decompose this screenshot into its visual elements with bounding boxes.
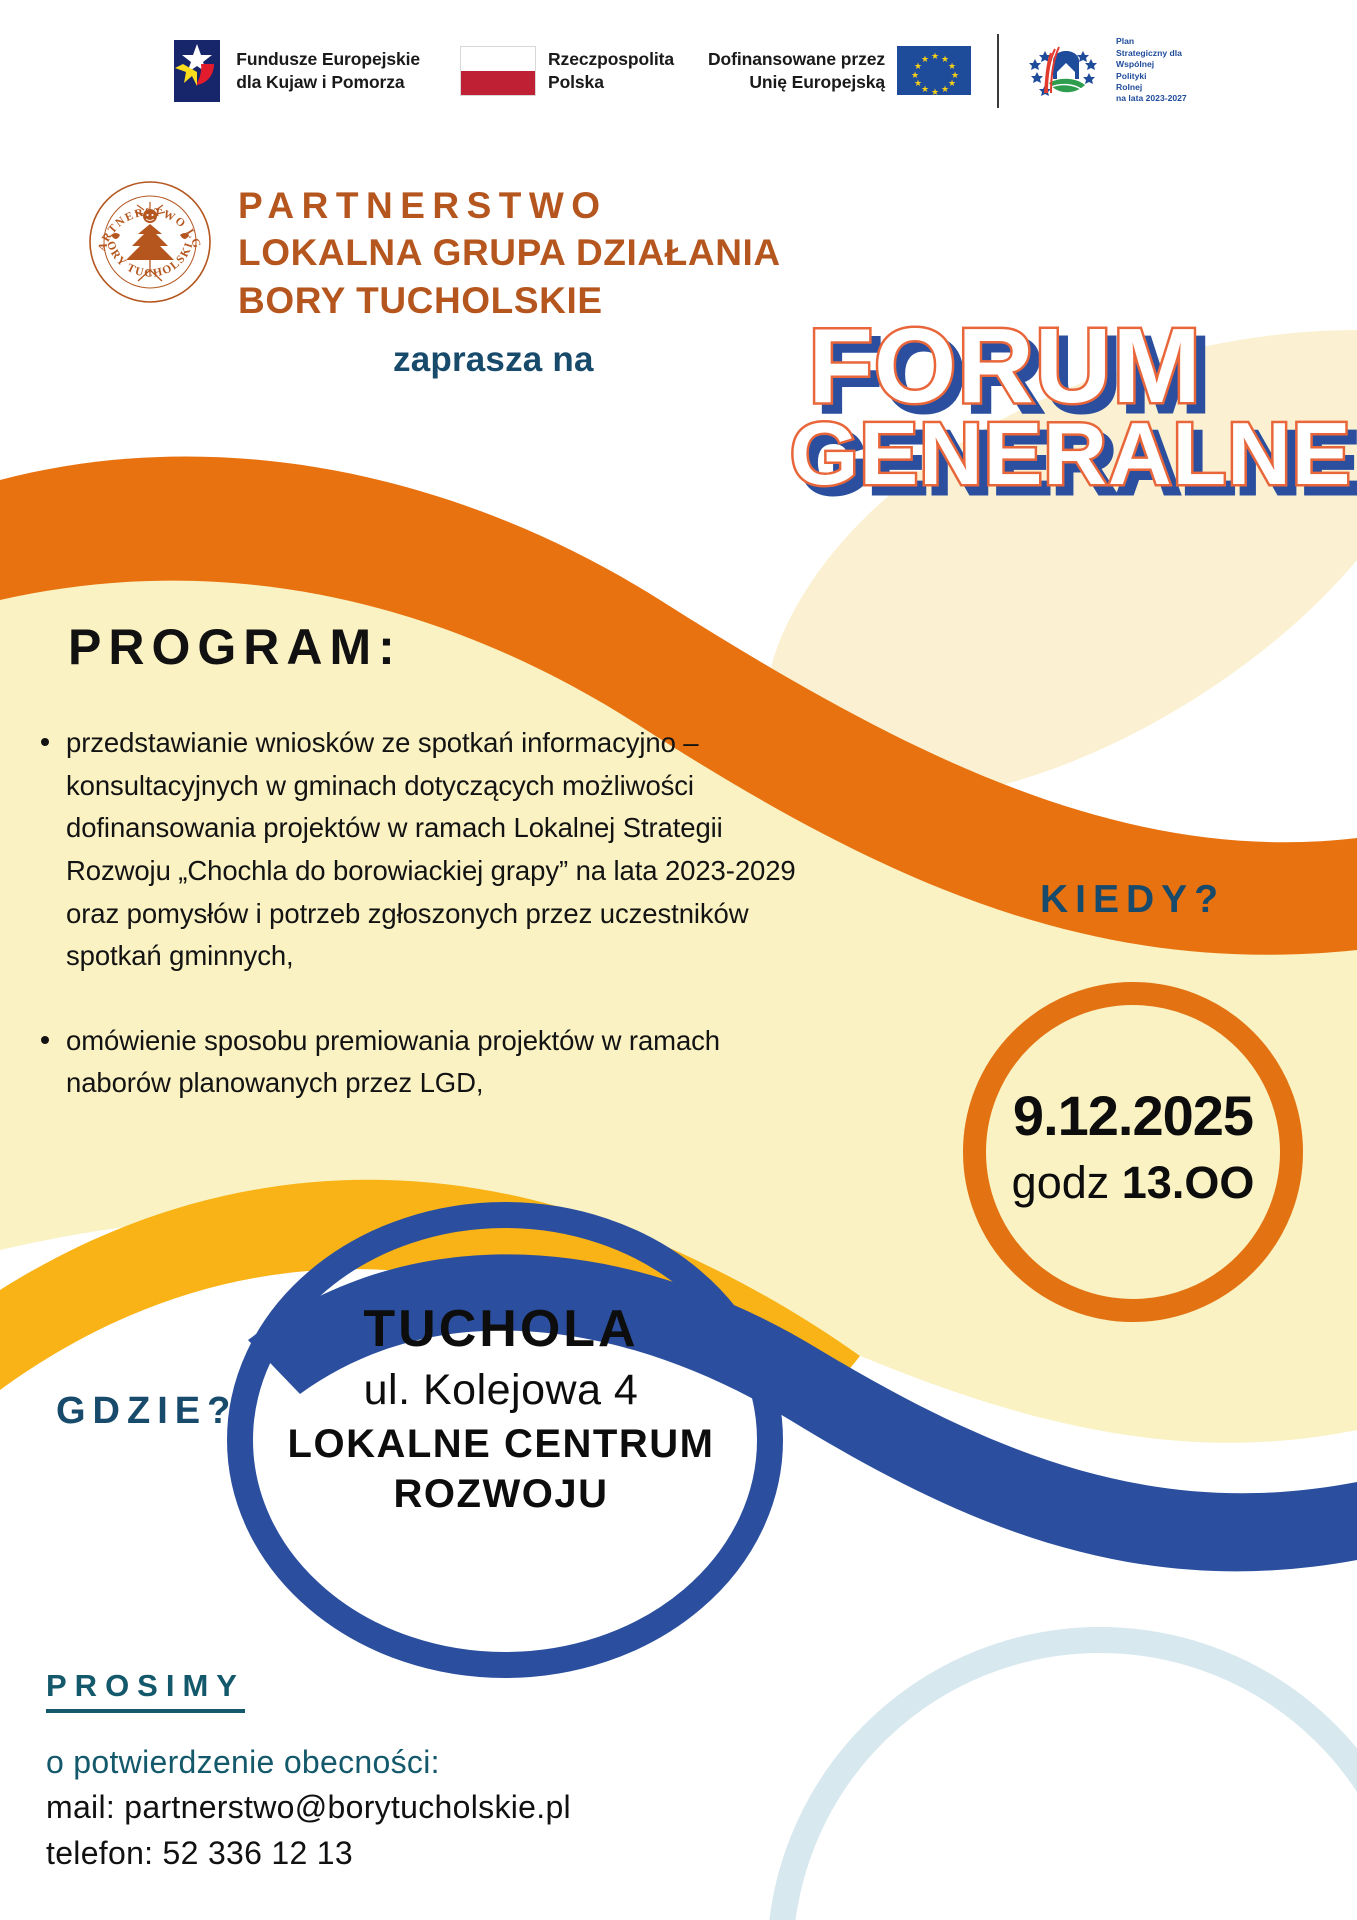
contact-request: o potwierdzenie obecności: xyxy=(46,1744,440,1780)
contact-heading: PROSIMY xyxy=(46,1668,245,1713)
logo-label-plan-strategiczny: Plan Strategiczny dla Wspólnej Polityki … xyxy=(1116,36,1187,104)
event-date: 9.12.2025 xyxy=(1012,1084,1254,1147)
cream-blob-top-right xyxy=(766,330,1357,802)
event-time-prefix: godz xyxy=(1011,1157,1122,1208)
poland-flag-icon xyxy=(460,45,536,96)
venue-place: LOKALNE CENTRUM ROZWOJU xyxy=(287,1422,715,1517)
logo-rzeczpospolita-polska: Rzeczpospolita Polska xyxy=(460,45,674,96)
org-line-bory-tucholskie: BORY TUCHOLSKIE xyxy=(238,279,603,321)
blue-oval-ring xyxy=(227,1202,783,1678)
contact-phone[interactable]: telefon: 52 336 12 13 xyxy=(46,1834,354,1871)
venue-street: ul. Kolejowa 4 xyxy=(363,1365,639,1414)
program-heading: PROGRAM: xyxy=(68,619,402,675)
program-list-item: przedstawianie wniosków ze spotkań infor… xyxy=(36,722,826,978)
where-label: GDZIE? xyxy=(56,1390,238,1432)
event-title-logo: FORUM GENERALNE xyxy=(788,307,1354,503)
funding-logos-strip: Fundusze Europejskie dla Kujaw i Pomorza… xyxy=(0,18,1357,123)
org-line-partnerstwo: PARTNERSTWO xyxy=(238,185,608,226)
plan-strategiczny-icon xyxy=(1029,46,1097,96)
program-list: przedstawianie wniosków ze spotkań infor… xyxy=(36,722,826,1105)
when-details: 9.12.2025 godz 13.OO xyxy=(963,1084,1303,1206)
program-list-item: omówienie sposobu premiowania projektów … xyxy=(36,1020,826,1105)
event-title-line-1: FORUM xyxy=(806,307,1204,425)
program-item-text: omówienie sposobu premiowania projektów … xyxy=(66,1024,720,1099)
bullet-icon xyxy=(41,1035,49,1044)
logo-dofinansowane-ue: Dofinansowane przez Unię Europejską ★ ★ … xyxy=(707,46,971,97)
logo-label-dofinansowane: Dofinansowane przez Unię Europejską xyxy=(707,49,885,92)
organization-titles: PARTNERSTWO LOKALNA GRUPA DZIAŁANIA BORY… xyxy=(238,178,781,380)
eu-funds-icon xyxy=(174,39,221,102)
event-time-value: 13.OO xyxy=(1121,1157,1255,1208)
lgd-seal-logo-icon: PARTNERSTWO LGD BORY TUCHOLSKIE xyxy=(86,178,211,303)
venue-details: TUCHOLA ul. Kolejowa 4 LOKALNE CENTRUM R… xyxy=(256,1300,746,1519)
logo-plan-strategiczny: Plan Strategiczny dla Wspólnej Polityki … xyxy=(1025,36,1187,104)
blue-ribbon-wave xyxy=(248,1254,1357,1572)
light-blue-circle xyxy=(769,1627,1357,1920)
contact-email[interactable]: mail: partnerstwo@borytucholskie.pl xyxy=(46,1789,571,1826)
organization-header: PARTNERSTWO LGD BORY TUCHOLSKIE PARTNERS… xyxy=(86,178,781,380)
eu-flag-icon: ★ ★ ★ ★ ★ ★ ★ ★ ★ ★ ★ ★ xyxy=(897,46,971,97)
bullet-icon xyxy=(41,738,49,746)
event-time: godz 13.OO xyxy=(963,1160,1303,1205)
logo-fundusze-europejskie: Fundusze Europejskie dla Kujaw i Pomorza xyxy=(170,38,420,104)
program-item-text: przedstawianie wniosków ze spotkań infor… xyxy=(66,727,796,972)
event-title-line-2: GENERALNE xyxy=(788,403,1354,503)
when-label: KIEDY? xyxy=(1040,878,1226,921)
logo-label-rzeczpospolita: Rzeczpospolita Polska xyxy=(548,49,674,92)
contact-details: o potwierdzenie obecności: mail: partner… xyxy=(46,1740,571,1876)
logo-divider xyxy=(997,33,999,108)
logo-label-fundusze: Fundusze Europejskie dla Kujaw i Pomorza xyxy=(236,49,420,92)
invitation-text: zaprasza na xyxy=(393,340,594,380)
org-line-lokalna-grupa: LOKALNA GRUPA DZIAŁANIA xyxy=(238,232,781,274)
venue-city: TUCHOLA xyxy=(363,1300,639,1358)
orange-wave-top xyxy=(0,456,1357,955)
